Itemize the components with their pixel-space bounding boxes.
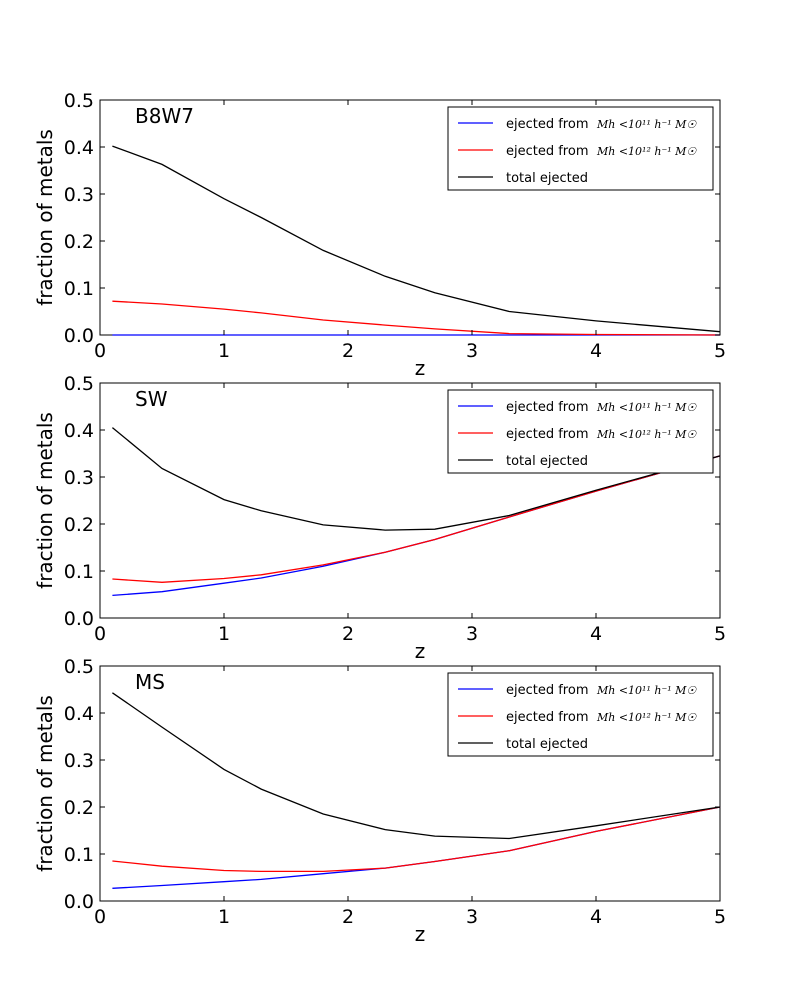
x-tick-label: 0 (94, 906, 106, 928)
y-tick-label: 0.2 (64, 231, 94, 253)
y-tick-label: 0.5 (64, 90, 94, 112)
y-tick-label: 0.0 (64, 325, 94, 347)
x-tick-label: 1 (218, 340, 230, 362)
y-tick-label: 0.4 (64, 703, 94, 725)
legend-entry-math: Mh <10¹¹ h⁻¹ M☉ (596, 401, 697, 414)
x-tick-label: 3 (466, 906, 478, 928)
legend: ejected from Mh <10¹¹ h⁻¹ M☉ ejected from M… (447, 672, 714, 757)
x-tick-label: 4 (590, 623, 602, 645)
legend-entry: total ejected (506, 171, 588, 186)
legend: ejected from Mh <10¹¹ h⁻¹ M☉ ejected from M… (447, 106, 714, 191)
series-line-1 (112, 300, 721, 336)
legend-box (447, 389, 714, 474)
legend-entry: ejected from (506, 683, 589, 698)
legend-entry: ejected from (506, 400, 589, 415)
legend-entry-math: Mh <10¹² h⁻¹ M☉ (596, 711, 697, 724)
panel-title: B8W7 (135, 104, 194, 128)
x-axis-label: z (415, 922, 426, 946)
legend-entry: total ejected (506, 454, 588, 469)
series-line-2 (112, 145, 721, 333)
x-tick-label: 0 (94, 623, 106, 645)
y-tick-label: 0.1 (64, 561, 94, 583)
panel-1: 0 1 2 3 4 5 0.0 0.1 0.2 0.3 0.4 0.5 z fraction of met… (33, 373, 726, 663)
y-tick-label: 0.4 (64, 420, 94, 442)
series-line-1 (112, 455, 721, 583)
legend-box (447, 672, 714, 757)
legend-box (447, 106, 714, 191)
y-tick-label: 0.1 (64, 278, 94, 300)
y-tick-label: 0.0 (64, 608, 94, 630)
legend-entry-math: Mh <10¹¹ h⁻¹ M☉ (596, 118, 697, 131)
series-line-1 (112, 806, 721, 873)
y-tick-label: 0.5 (64, 373, 94, 395)
x-tick-label: 4 (590, 906, 602, 928)
x-tick-label: 5 (714, 623, 726, 645)
y-axis-label: fraction of metals (33, 412, 57, 589)
y-tick-label: 0.4 (64, 137, 94, 159)
panel-0: 0 1 2 3 4 5 0.0 0.1 0.2 0.3 0.4 0.5 z fraction of met… (33, 90, 726, 380)
y-tick-label: 0.5 (64, 656, 94, 678)
y-tick-label: 0.2 (64, 514, 94, 536)
x-tick-label: 1 (218, 906, 230, 928)
x-tick-label: 4 (590, 340, 602, 362)
legend-entry-math: Mh <10¹² h⁻¹ M☉ (596, 145, 697, 158)
y-tick-label: 0.3 (64, 467, 94, 489)
x-axis-label: z (415, 639, 426, 663)
legend-entry: ejected from (506, 144, 589, 159)
series-line-2 (111, 427, 721, 531)
legend-entry-math: Mh <10¹² h⁻¹ M☉ (596, 428, 697, 441)
x-axis-label: z (415, 356, 426, 380)
legend-entry-math: Mh <10¹¹ h⁻¹ M☉ (596, 684, 697, 697)
panel-title: MS (135, 670, 165, 694)
x-tick-label: 3 (466, 340, 478, 362)
y-tick-label: 0.3 (64, 184, 94, 206)
panel-title: SW (135, 387, 168, 411)
series-line-2 (112, 692, 721, 840)
x-tick-label: 2 (342, 623, 354, 645)
x-tick-label: 0 (94, 340, 106, 362)
legend-entry: ejected from (506, 427, 589, 442)
panel-2: 0 1 2 3 4 5 0.0 0.1 0.2 0.3 0.4 0.5 z fraction of met… (33, 656, 726, 946)
x-tick-label: 1 (218, 623, 230, 645)
y-axis-label: fraction of metals (33, 695, 57, 872)
legend-entry: total ejected (506, 737, 588, 752)
x-tick-label: 3 (466, 623, 478, 645)
y-axis-label: fraction of metals (33, 129, 57, 306)
y-tick-label: 0.1 (64, 844, 94, 866)
x-tick-label: 5 (714, 340, 726, 362)
x-tick-label: 2 (342, 340, 354, 362)
legend-entry: ejected from (506, 710, 589, 725)
y-tick-label: 0.3 (64, 750, 94, 772)
legend-entry: ejected from (506, 117, 589, 132)
legend: ejected from Mh <10¹¹ h⁻¹ M☉ ejected from M… (447, 389, 714, 474)
x-tick-label: 2 (342, 906, 354, 928)
y-tick-label: 0.2 (64, 797, 94, 819)
x-tick-label: 5 (714, 906, 726, 928)
y-tick-label: 0.0 (64, 891, 94, 913)
